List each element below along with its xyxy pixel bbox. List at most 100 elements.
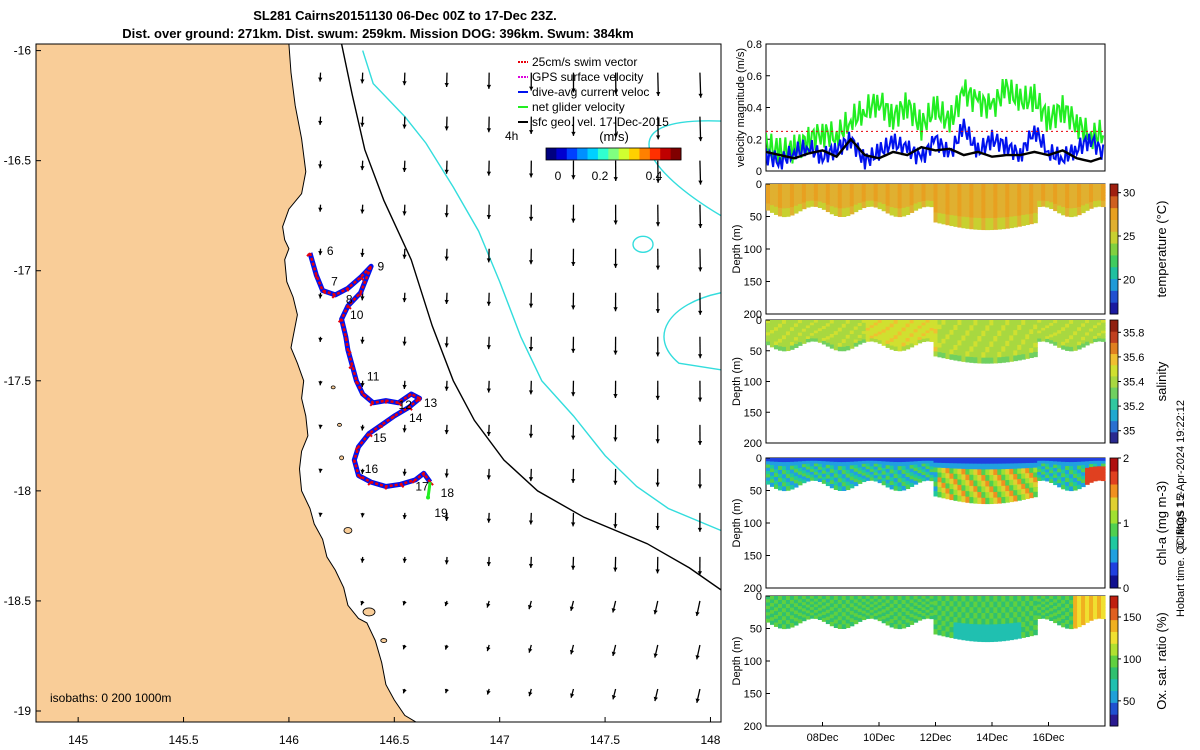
section-cell bbox=[977, 352, 982, 359]
section-cell bbox=[849, 206, 855, 211]
section-cell bbox=[993, 596, 998, 603]
section-cell bbox=[961, 612, 967, 619]
section-cell bbox=[1001, 607, 1006, 614]
section-cell bbox=[1049, 467, 1054, 471]
section-cell bbox=[941, 625, 947, 632]
section-cell bbox=[969, 351, 974, 358]
section-cell bbox=[1005, 184, 1010, 191]
colorbar-swatch bbox=[629, 148, 640, 160]
section-cell bbox=[1049, 596, 1054, 600]
section-cell bbox=[1077, 607, 1082, 612]
section-cell bbox=[897, 466, 903, 471]
section-cell bbox=[921, 195, 927, 199]
section-colorbar-tick-label: 35.6 bbox=[1123, 352, 1144, 364]
section-cell bbox=[881, 596, 887, 600]
geo-vector-head bbox=[402, 558, 407, 563]
section-cell bbox=[837, 596, 843, 601]
section-cell bbox=[873, 469, 879, 473]
section-cell bbox=[1033, 624, 1038, 631]
section-colorbar-swatch bbox=[1110, 484, 1118, 498]
geo-vector bbox=[699, 160, 702, 185]
section-cell bbox=[853, 458, 859, 463]
geo-vector-head bbox=[444, 516, 449, 521]
section-cell bbox=[1041, 322, 1046, 326]
section-cell bbox=[1033, 188, 1038, 195]
section-cell bbox=[817, 466, 823, 471]
section-cell bbox=[877, 193, 883, 197]
section-cell bbox=[1025, 468, 1030, 474]
section-cell bbox=[825, 329, 831, 334]
section-cell bbox=[865, 186, 871, 191]
section-cell bbox=[833, 207, 839, 213]
section-colorbar-label: temperature (°C) bbox=[1154, 201, 1169, 298]
section-cell bbox=[845, 191, 851, 197]
section-cell bbox=[793, 343, 799, 349]
section-cell bbox=[861, 458, 867, 462]
section-cell bbox=[913, 187, 919, 192]
section-cell bbox=[929, 472, 935, 476]
track-label-10: 10 bbox=[350, 308, 364, 322]
section-cell bbox=[985, 184, 990, 191]
section-cell bbox=[929, 477, 935, 482]
time-xtick-label: 14Dec bbox=[976, 732, 1008, 744]
section-cell bbox=[977, 486, 982, 493]
section-cell bbox=[1021, 626, 1026, 633]
section-cell bbox=[977, 474, 982, 482]
section-cell bbox=[917, 334, 923, 338]
section-cell bbox=[929, 601, 935, 606]
section-cell bbox=[865, 200, 871, 205]
section-cell bbox=[949, 194, 955, 201]
section-cell bbox=[817, 475, 823, 480]
section-cell bbox=[777, 596, 783, 601]
colorbar-swatch bbox=[618, 148, 630, 160]
section-cell bbox=[1077, 345, 1082, 350]
section-cell bbox=[825, 342, 831, 347]
section-cell bbox=[929, 596, 935, 600]
section-cell bbox=[817, 613, 823, 618]
section-cell bbox=[973, 330, 978, 337]
section-cell bbox=[1025, 209, 1030, 215]
section-cell bbox=[925, 458, 931, 462]
section-cell bbox=[1013, 335, 1018, 341]
section-cell bbox=[953, 463, 959, 470]
section-cell bbox=[1101, 200, 1106, 205]
section-cell bbox=[1041, 327, 1046, 332]
section-cell bbox=[1089, 596, 1094, 600]
section-cell bbox=[1089, 608, 1094, 612]
section-cell bbox=[925, 325, 931, 329]
section-cell bbox=[897, 335, 903, 340]
geo-vector-head bbox=[402, 514, 407, 520]
section-cell bbox=[809, 333, 815, 337]
section-cell bbox=[981, 607, 986, 614]
section-cell bbox=[869, 612, 875, 616]
section-cell bbox=[837, 192, 843, 197]
map-xtick-label: 146.5 bbox=[379, 733, 409, 747]
section-cell bbox=[809, 203, 815, 207]
section-cell bbox=[1013, 200, 1018, 207]
section-cell bbox=[993, 480, 998, 487]
section-cell bbox=[933, 324, 939, 330]
section-cell bbox=[877, 602, 883, 606]
geo-vector-head bbox=[486, 301, 492, 306]
section-cell bbox=[921, 466, 927, 470]
section-cell bbox=[829, 465, 835, 470]
section-cell bbox=[821, 193, 827, 198]
section-cell bbox=[797, 606, 803, 610]
section-cell bbox=[1013, 205, 1018, 212]
section-cell bbox=[865, 320, 871, 324]
section-colorbar-swatch bbox=[1110, 575, 1118, 589]
section-cell bbox=[837, 208, 843, 213]
section-cell bbox=[941, 184, 947, 190]
section-cell bbox=[925, 477, 931, 481]
section-cell bbox=[953, 189, 959, 196]
section-cell bbox=[1009, 479, 1014, 486]
section-cell bbox=[901, 335, 907, 340]
section-cell bbox=[869, 335, 875, 339]
section-cell bbox=[949, 489, 955, 495]
section-cell bbox=[921, 336, 927, 340]
section-cell bbox=[1029, 492, 1034, 499]
geo-vector-head bbox=[444, 601, 449, 607]
section-cell bbox=[933, 462, 939, 469]
section-colorbar-swatch bbox=[1110, 353, 1118, 366]
section-cell bbox=[957, 189, 963, 196]
